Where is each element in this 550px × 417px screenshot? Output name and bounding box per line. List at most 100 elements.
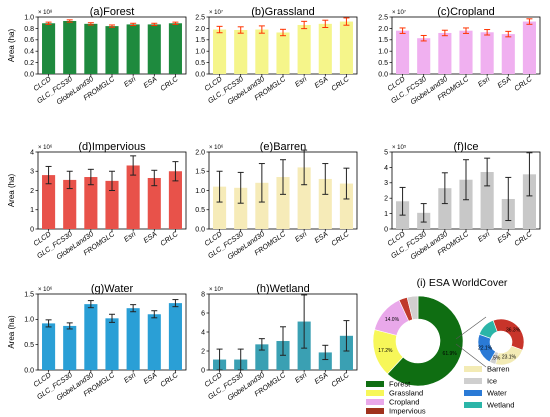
bar [126, 308, 140, 370]
bar [63, 325, 77, 370]
panel-title: (g)Water [91, 283, 134, 295]
y-tick-label: 8 [201, 291, 205, 298]
bar [105, 318, 119, 370]
inset-donut-slice [478, 320, 498, 339]
legend-swatch [366, 408, 384, 414]
bar [318, 352, 332, 370]
x-tick-label: CRLC [158, 370, 180, 389]
panel-title: (i) ESA WorldCover [417, 277, 508, 289]
bar [522, 174, 536, 229]
panel-title: (h)Wetland [256, 283, 310, 295]
inset-donut-slice-label: 36.3% [506, 328, 521, 334]
x-tick-label: Esri [476, 229, 492, 244]
bar [126, 165, 140, 229]
legend-label: Water [487, 389, 507, 398]
y-tick-label: 0 [30, 226, 34, 233]
y-tick-label: 1.5 [195, 169, 205, 176]
panel-title: (c)Cropland [437, 6, 494, 18]
inset-donut-slice [492, 318, 525, 351]
barren-panel: 0.00.51.01.52.0× 10⁶ (e)BarrenCLCDGLC_FCS… [195, 141, 358, 261]
bar [459, 30, 473, 74]
bar [84, 23, 98, 74]
bar [297, 167, 311, 229]
legend-swatch [464, 378, 482, 384]
y-tick-label: 2.0 [195, 149, 205, 156]
y-tick-label: 1.0 [24, 14, 34, 21]
axis-multiplier: × 10⁵ [392, 144, 407, 151]
x-tick-label: ESA [495, 229, 512, 245]
bar [105, 180, 119, 229]
bar [480, 172, 494, 229]
x-tick-label: ESA [312, 370, 329, 386]
y-tick-label: 0.5 [378, 60, 388, 67]
bar [438, 188, 452, 229]
main-donut-slice-label: 14.0% [385, 317, 400, 323]
bar [42, 23, 56, 74]
y-tick-label: 0.5 [24, 342, 34, 349]
legend-label: Wetland [487, 401, 514, 410]
bar [168, 303, 182, 370]
y-tick-label: 1.0 [24, 317, 34, 324]
bar [84, 177, 98, 229]
esa-worldcover-panel: (i) ESA WorldCover 61.9% 17.2% 14.0% 36.3% 23… [366, 277, 525, 416]
legend-label: Grassland [389, 389, 423, 398]
y-tick-label: 1.5 [24, 291, 34, 298]
bar [147, 314, 161, 370]
axis-multiplier: × 10⁶ [38, 286, 53, 293]
bar [168, 23, 182, 74]
cropland-panel: 0.00.51.01.52.02.5× 10⁷ (c)CroplandCLCDGL… [378, 6, 541, 106]
y-axis-label: Area (ha) [7, 315, 16, 349]
bar [63, 20, 77, 75]
main-donut-slice-label: 17.2% [378, 348, 393, 354]
x-tick-label: ESA [312, 74, 329, 90]
x-tick-label: ESA [141, 370, 158, 386]
y-tick-label: 5 [384, 149, 388, 156]
grassland-panel: 0.00.51.01.52.02.5× 10⁷ (b)GrasslandCLCDG… [195, 6, 358, 106]
panel-title: (e)Barren [260, 141, 306, 153]
bar [501, 34, 515, 74]
x-tick-label: CRLC [512, 74, 534, 93]
y-tick-label: 2.5 [378, 14, 388, 21]
panel-title: (d)Impervious [78, 141, 146, 153]
y-tick-label: 1.0 [378, 49, 388, 56]
y-tick-label: 3 [384, 180, 388, 187]
y-tick-label: 0.4 [24, 49, 34, 56]
y-tick-label: 4 [201, 329, 205, 336]
main-donut-slice-label: 61.9% [443, 351, 458, 357]
bar [42, 175, 56, 229]
x-tick-label: Esri [476, 74, 492, 89]
x-tick-label: ESA [312, 229, 329, 245]
x-tick-label: CRLC [329, 74, 351, 93]
bar [126, 24, 140, 74]
main-donut-slice [406, 295, 419, 321]
y-tick-label: 0.5 [195, 60, 205, 67]
y-tick-label: 1.5 [195, 37, 205, 44]
bar [339, 183, 353, 229]
legend-label: Ice [487, 377, 497, 386]
bar [318, 178, 332, 229]
y-tick-label: 1.5 [378, 37, 388, 44]
connector-line [455, 316, 487, 340]
y-tick-label: 2 [201, 348, 205, 355]
x-tick-label: ESA [495, 74, 512, 90]
bar [438, 32, 452, 74]
y-tick-label: 2 [30, 188, 34, 195]
x-tick-label: CRLC [329, 370, 351, 389]
bar [276, 32, 290, 74]
x-tick-label: Esri [293, 370, 309, 385]
bar [213, 29, 227, 74]
bar [168, 171, 182, 229]
inset-donut-slice-label: 22.1% [478, 346, 493, 352]
y-tick-label: 4 [30, 149, 34, 156]
x-tick-label: CRLC [329, 229, 351, 248]
bar [105, 26, 119, 74]
bar [480, 32, 494, 74]
bar [276, 177, 290, 229]
x-tick-label: CRLC [512, 229, 534, 248]
panel-title: (b)Grassland [251, 6, 315, 18]
